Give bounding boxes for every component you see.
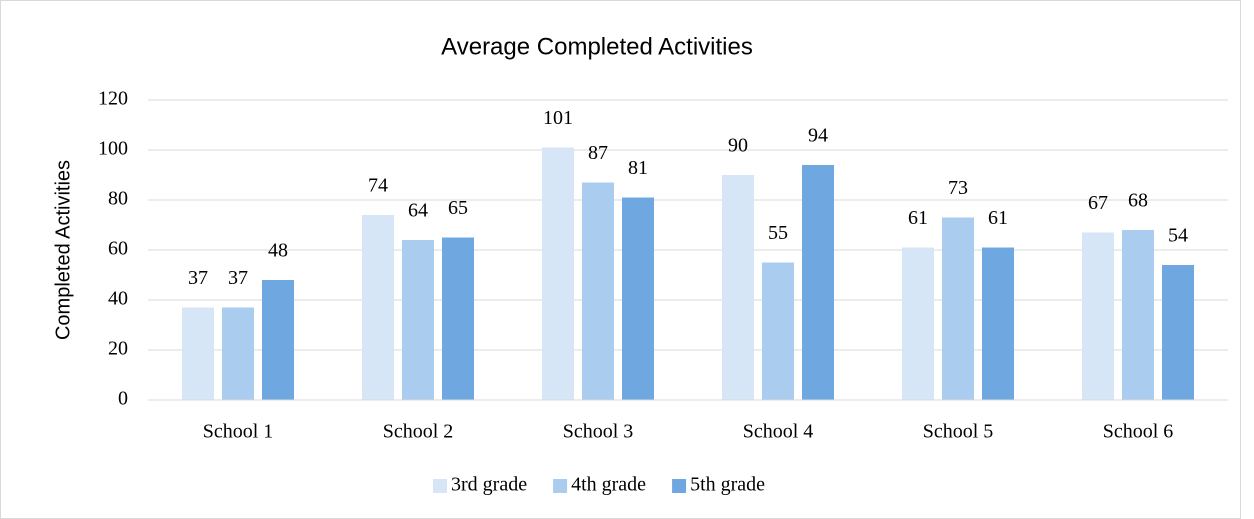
x-tick-label: School 5 — [923, 421, 994, 443]
bar — [222, 307, 254, 400]
y-tick-label: 40 — [108, 288, 128, 310]
legend-swatch — [553, 479, 568, 493]
legend-swatch — [433, 479, 447, 493]
x-tick-label: School 2 — [383, 421, 454, 443]
data-label: 94 — [808, 125, 828, 147]
bar — [582, 182, 614, 400]
bar — [1162, 265, 1194, 400]
data-label: 61 — [988, 207, 1008, 229]
data-label: 54 — [1168, 225, 1188, 247]
bar — [262, 280, 294, 400]
data-label: 73 — [948, 177, 968, 199]
y-tick-label: 60 — [108, 238, 128, 260]
bar — [622, 197, 654, 400]
bar — [182, 307, 214, 400]
data-label: 87 — [588, 142, 608, 164]
bar — [802, 165, 834, 400]
y-axis-label: Completed Activities — [52, 160, 74, 340]
bar — [362, 215, 394, 400]
data-label: 64 — [408, 200, 428, 222]
data-label: 67 — [1088, 192, 1108, 214]
y-tick-label: 80 — [108, 188, 128, 210]
bar — [1122, 230, 1154, 400]
x-tick-label: School 6 — [1103, 421, 1174, 443]
bar — [1082, 232, 1114, 400]
bar — [722, 175, 754, 400]
legend-label: 3rd grade — [451, 474, 527, 496]
legend-label: 5th grade — [690, 474, 765, 496]
data-label: 48 — [268, 240, 288, 262]
data-label: 65 — [448, 197, 468, 219]
data-label: 81 — [628, 157, 648, 179]
data-label: 74 — [368, 175, 388, 197]
bar — [982, 247, 1014, 400]
x-tick-label: School 3 — [563, 421, 634, 443]
y-tick-label: 20 — [108, 338, 128, 360]
bar — [942, 217, 974, 400]
chart-title: Average Completed Activities — [441, 33, 753, 60]
bar — [542, 147, 574, 400]
data-label: 55 — [768, 222, 788, 244]
data-label: 37 — [188, 267, 208, 289]
y-tick-label: 0 — [118, 388, 128, 410]
legend-label: 4th grade — [571, 474, 646, 496]
data-label: 61 — [908, 207, 928, 229]
y-tick-label: 120 — [98, 88, 128, 110]
data-label: 101 — [543, 107, 573, 129]
y-tick-label: 100 — [98, 138, 128, 160]
bar — [442, 237, 474, 400]
data-label: 37 — [228, 267, 248, 289]
legend-swatch — [672, 479, 687, 493]
data-label: 68 — [1128, 190, 1148, 212]
data-label: 90 — [728, 135, 748, 157]
bar — [902, 247, 934, 400]
bar — [402, 240, 434, 400]
bar — [762, 262, 794, 400]
x-tick-label: School 1 — [203, 421, 274, 443]
x-tick-label: School 4 — [743, 421, 814, 443]
